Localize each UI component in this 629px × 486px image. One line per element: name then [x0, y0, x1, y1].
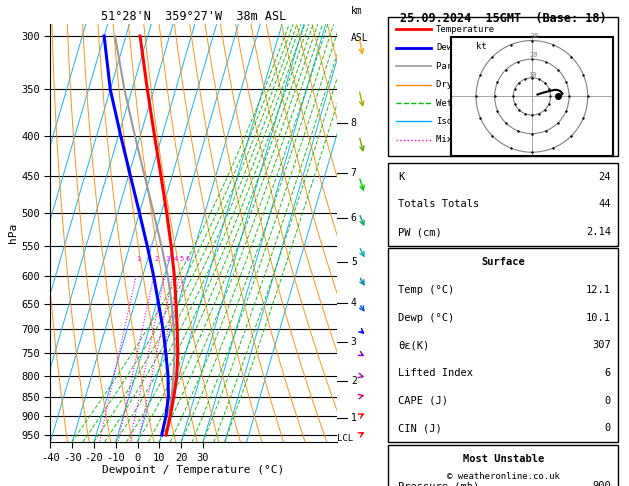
Text: 2: 2: [351, 376, 357, 386]
Text: Surface: Surface: [481, 257, 525, 267]
Text: ASL: ASL: [351, 33, 369, 43]
Text: Dewp (°C): Dewp (°C): [398, 312, 454, 323]
Text: 900: 900: [592, 481, 611, 486]
Text: 24: 24: [598, 172, 611, 182]
FancyBboxPatch shape: [389, 248, 618, 442]
Text: θε(K): θε(K): [398, 340, 429, 350]
Text: 4: 4: [173, 256, 177, 262]
Text: Isotherm: Isotherm: [437, 117, 479, 126]
Text: 1: 1: [351, 413, 357, 423]
Text: Wet Adiabat: Wet Adiabat: [437, 99, 496, 107]
Text: © weatheronline.co.uk: © weatheronline.co.uk: [447, 472, 560, 481]
Text: 20: 20: [530, 52, 538, 58]
Text: CAPE (J): CAPE (J): [398, 396, 448, 406]
Text: 2.14: 2.14: [586, 227, 611, 237]
Text: Dry Adiabat: Dry Adiabat: [437, 80, 496, 89]
Text: 0: 0: [604, 396, 611, 406]
FancyBboxPatch shape: [389, 163, 618, 246]
Text: 3: 3: [165, 256, 169, 262]
Text: Totals Totals: Totals Totals: [398, 199, 479, 209]
Text: 2: 2: [154, 256, 159, 262]
Text: 10.1: 10.1: [586, 312, 611, 323]
Text: Pressure (mb): Pressure (mb): [398, 481, 479, 486]
Text: Parcel Trajectory: Parcel Trajectory: [437, 62, 528, 70]
Text: 5: 5: [351, 257, 357, 267]
Text: km: km: [351, 6, 362, 16]
Text: Temp (°C): Temp (°C): [398, 285, 454, 295]
Text: Most Unstable: Most Unstable: [462, 453, 544, 464]
Y-axis label: hPa: hPa: [8, 223, 18, 243]
Text: 1: 1: [136, 256, 141, 262]
Text: Temperature: Temperature: [437, 25, 496, 34]
Text: 0: 0: [604, 423, 611, 434]
FancyBboxPatch shape: [389, 445, 618, 486]
Text: 30: 30: [530, 33, 539, 39]
Text: Mixing Ratio: Mixing Ratio: [437, 136, 501, 144]
Text: 6: 6: [185, 256, 189, 262]
Text: 12.1: 12.1: [586, 285, 611, 295]
Text: 6: 6: [604, 368, 611, 378]
X-axis label: Dewpoint / Temperature (°C): Dewpoint / Temperature (°C): [103, 466, 284, 475]
Text: 307: 307: [592, 340, 611, 350]
Text: 7: 7: [351, 168, 357, 177]
Text: 8: 8: [351, 118, 357, 128]
FancyBboxPatch shape: [389, 17, 618, 156]
Text: 10: 10: [528, 72, 537, 78]
Text: PW (cm): PW (cm): [398, 227, 442, 237]
Text: 3: 3: [351, 337, 357, 347]
Title: 51°28'N  359°27'W  38m ASL: 51°28'N 359°27'W 38m ASL: [101, 10, 286, 23]
Text: kt: kt: [476, 42, 487, 52]
Text: 44: 44: [598, 199, 611, 209]
Text: 6: 6: [351, 213, 357, 224]
Text: 25.09.2024  15GMT  (Base: 18): 25.09.2024 15GMT (Base: 18): [400, 12, 606, 25]
Text: Lifted Index: Lifted Index: [398, 368, 473, 378]
Text: LCL: LCL: [337, 434, 353, 443]
Text: CIN (J): CIN (J): [398, 423, 442, 434]
Text: K: K: [398, 172, 404, 182]
Text: 4: 4: [351, 298, 357, 308]
Text: 5: 5: [180, 256, 184, 262]
Text: Dewpoint: Dewpoint: [437, 43, 479, 52]
